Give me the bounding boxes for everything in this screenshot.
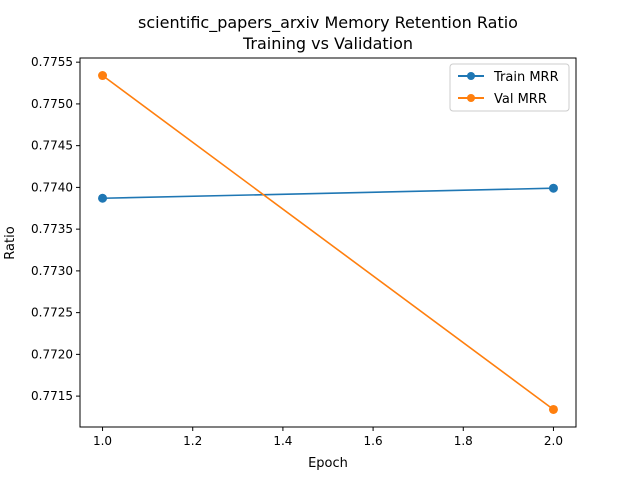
y-tick-label: 0.7720 xyxy=(31,347,73,361)
y-tick-label: 0.7735 xyxy=(31,222,73,236)
x-tick-label: 1.8 xyxy=(454,434,473,448)
y-tick-label: 0.7725 xyxy=(31,306,73,320)
y-tick-label: 0.7750 xyxy=(31,97,73,111)
data-point-train xyxy=(98,193,108,203)
axes-frame xyxy=(79,57,577,428)
x-tick-label: 1.0 xyxy=(93,434,112,448)
plot-area: 1.0 1.2 1.4 1.6 1.8 2.0 0.7715 0.7720 0.7725 0.77… xyxy=(31,55,563,448)
chart-title-line1: scientific_papers_arxiv Memory Retention… xyxy=(138,13,518,33)
series-line-val xyxy=(102,74,554,411)
x-tick-label: 2.0 xyxy=(544,434,563,448)
y-tick-label: 0.7715 xyxy=(31,389,73,403)
legend-marker-val xyxy=(467,94,475,102)
chart-title-line2: Training vs Validation xyxy=(242,34,413,53)
legend-label-train: Train MRR xyxy=(493,70,559,85)
y-axis-label: Ratio xyxy=(3,226,18,259)
y-tick-label: 0.7745 xyxy=(31,139,73,153)
data-point-val xyxy=(548,404,558,414)
y-tick-label: 0.7740 xyxy=(31,180,73,194)
legend-marker-train xyxy=(467,72,475,80)
y-tick-label: 0.7755 xyxy=(31,55,73,69)
legend-label-val: Val MRR xyxy=(494,92,547,107)
data-point-train xyxy=(548,183,558,193)
x-tick-label: 1.6 xyxy=(364,434,383,448)
legend: Train MRR Val MRR xyxy=(449,63,570,112)
x-tick-label: 1.4 xyxy=(273,434,292,448)
x-axis-label: Epoch xyxy=(308,456,348,471)
series-line-train xyxy=(102,187,554,200)
x-tick-label: 1.2 xyxy=(183,434,202,448)
data-point-val xyxy=(98,71,108,81)
y-tick-label: 0.7730 xyxy=(31,264,73,278)
